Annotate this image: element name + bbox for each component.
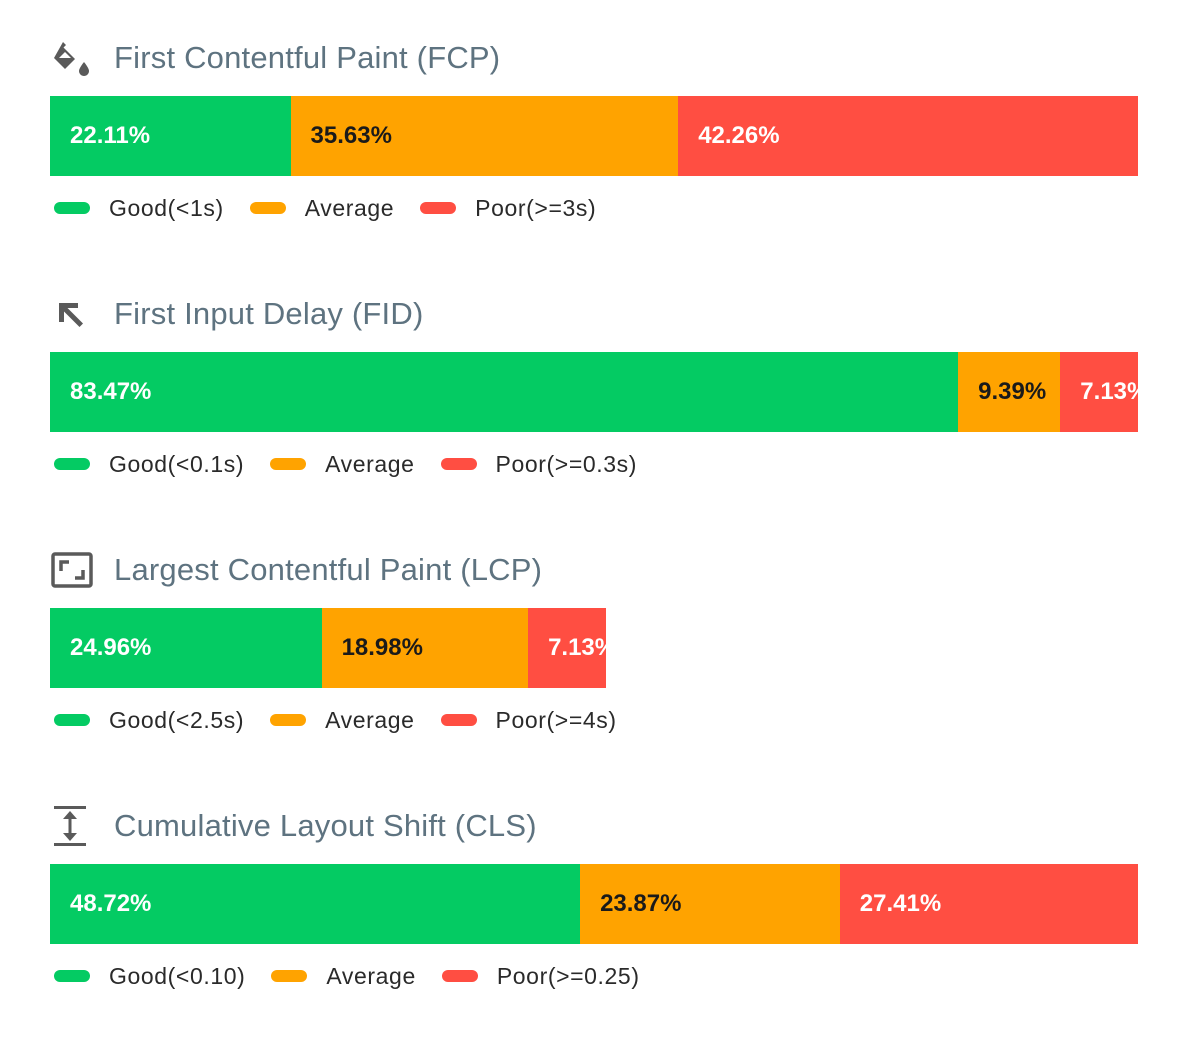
legend-item-average: Average [270, 707, 414, 734]
stacked-bar: 83.47% 9.39% 7.13% [50, 352, 1138, 432]
data-label: 83.47% [70, 378, 152, 405]
bar-segment-good: 22.11% [50, 96, 291, 176]
bar-segment-average: 18.98% [321, 608, 529, 688]
legend-item-poor: Poor(>=3s) [420, 195, 596, 222]
bar-segment-good: 24.96% [50, 608, 322, 688]
metric-title: First Input Delay (FID) [114, 296, 424, 331]
data-label: 7.13% [548, 634, 606, 661]
metric-block: First Contentful Paint (FCP) 22.11% 35.63%… [50, 32, 1138, 232]
legend-swatch [441, 970, 478, 982]
legend-label: Good(<2.5s) [109, 706, 245, 733]
legend-label: Average [325, 450, 415, 477]
legend-item-good: Good(<0.10) [54, 963, 245, 990]
stacked-bar: 24.96% 18.98% 7.13% [50, 608, 606, 688]
bar-segment-poor: 42.26% [678, 96, 1138, 176]
legend-swatch [54, 202, 90, 214]
metric-block: First Input Delay (FID) 83.47% 9.39% 7.13% G… [50, 288, 1138, 488]
legend: Good(<0.10) Average Poor(>=0.25) [54, 956, 666, 996]
data-label: 22.11% [70, 122, 151, 149]
bar-segment-average: 23.87% [580, 864, 840, 944]
legend-item-average: Average [271, 963, 415, 990]
legend-swatch [249, 202, 286, 214]
stacked-bar: 48.72% 23.87% 27.41% [50, 864, 1138, 944]
arrow-up-left-icon [50, 292, 94, 336]
legend: Good(<2.5s) Average Poor(>=4s) [54, 700, 643, 740]
bar-segment-good: 83.47% [50, 352, 959, 432]
data-label: 7.13% [1080, 378, 1138, 405]
legend-label: Good(<0.10) [109, 962, 246, 989]
legend-label: Poor(>=4s) [495, 706, 617, 733]
legend-swatch [271, 970, 308, 982]
legend-label: Average [325, 706, 415, 733]
legend-label: Average [326, 962, 416, 989]
metric-title: First Contentful Paint (FCP) [114, 40, 501, 75]
bar-segment-average: 9.39% [958, 352, 1061, 432]
legend-swatch [440, 714, 477, 726]
legend-label: Poor(>=3s) [475, 194, 597, 221]
legend-item-poor: Poor(>=0.3s) [440, 450, 637, 478]
legend-swatch [54, 458, 90, 470]
data-label: 23.87% [600, 890, 682, 917]
legend-label: Average [304, 194, 395, 221]
legend: Good(<1s) Average Poor(>=3s) [54, 188, 622, 228]
bar-segment-average: 35.63% [290, 96, 679, 176]
legend-swatch [54, 714, 90, 726]
legend-label: Good(<0.1s) [109, 450, 245, 477]
legend: Good(<0.1s) Average Poor(>=0.3s) [54, 444, 663, 484]
data-label: 18.98% [341, 634, 423, 661]
data-label: 42.26% [698, 122, 780, 149]
legend-item-average: Average [249, 194, 395, 222]
legend-item-average: Average [270, 451, 414, 478]
bar-segment-good: 48.72% [50, 864, 581, 944]
legend-item-poor: Poor(>=4s) [440, 706, 617, 734]
vertical-align-icon [50, 804, 94, 848]
metric-header: Cumulative Layout Shift (CLS) [50, 800, 537, 852]
data-label: 35.63% [310, 122, 392, 149]
data-label: 48.72% [70, 890, 152, 917]
data-label: 9.39% [978, 378, 1047, 405]
stacked-bar: 22.11% 35.63% 42.26% [50, 96, 1138, 176]
legend-swatch [420, 202, 457, 214]
metric-title: Largest Contentful Paint (LCP) [114, 552, 543, 587]
legend-swatch [440, 458, 477, 470]
legend-label: Poor(>=0.25) [496, 962, 640, 989]
frame-corners-icon [50, 548, 94, 592]
legend-item-good: Good(<0.1s) [54, 451, 244, 478]
legend-swatch [54, 970, 90, 982]
bar-segment-poor: 27.41% [839, 864, 1138, 944]
metric-block: Cumulative Layout Shift (CLS) 48.72% 23.87… [50, 800, 1138, 1000]
metric-block: Largest Contentful Paint (LCP) 24.96% 18.9… [50, 544, 1138, 744]
data-label: 24.96% [70, 634, 152, 661]
metric-header: First Contentful Paint (FCP) [50, 32, 500, 84]
legend-swatch [270, 714, 307, 726]
legend-item-good: Good(<2.5s) [54, 707, 244, 734]
bar-segment-poor: 7.13% [528, 608, 606, 688]
data-label: 27.41% [859, 890, 942, 917]
paint-bucket-icon [50, 36, 94, 80]
legend-label: Good(<1s) [109, 194, 224, 221]
metric-header: Largest Contentful Paint (LCP) [50, 544, 542, 596]
legend-swatch [270, 458, 307, 470]
legend-label: Poor(>=0.3s) [495, 450, 637, 477]
bar-segment-poor: 7.13% [1060, 352, 1138, 432]
metric-title: Cumulative Layout Shift (CLS) [114, 808, 537, 843]
metric-header: First Input Delay (FID) [50, 288, 423, 340]
legend-item-poor: Poor(>=0.25) [441, 962, 640, 990]
legend-item-good: Good(<1s) [54, 195, 224, 222]
